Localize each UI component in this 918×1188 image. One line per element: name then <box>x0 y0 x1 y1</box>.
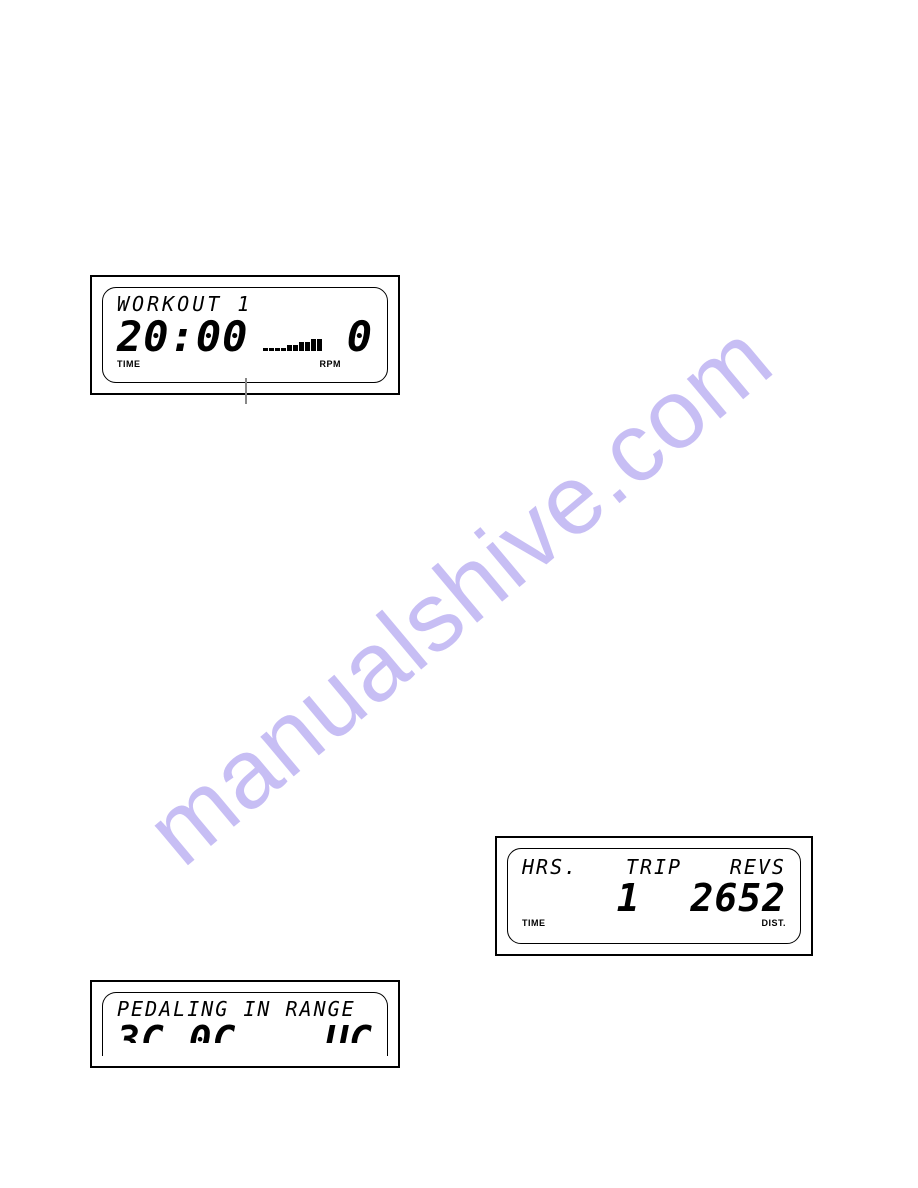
lcd-inner: PEDALING IN RANGE 3C.0C UC <box>102 992 388 1056</box>
trip-value: 1 <box>617 879 641 917</box>
partial-value-right: UC <box>325 1021 373 1043</box>
partial-value-left: 3C.0C <box>117 1021 236 1043</box>
lcd-top-text: PEDALING IN RANGE <box>117 999 373 1019</box>
hrs-label: HRS. <box>522 855 578 879</box>
workout-profile-bars <box>263 334 333 358</box>
lcd-main-row: 1 2652 <box>522 879 786 917</box>
rpm-value: 0 <box>347 316 373 358</box>
rpm-label: RPM <box>320 359 342 369</box>
lcd-inner: HRS. TRIP REVS 1 2652 TIME DIST. <box>507 848 801 944</box>
lcd-inner: WORKOUT 1 20:00 0 TIME <box>102 287 388 383</box>
lcd-top-text: WORKOUT 1 <box>117 294 373 314</box>
pointer-line <box>245 378 247 404</box>
time-label: TIME <box>522 918 546 928</box>
lcd-main-row: 20:00 0 <box>117 316 373 358</box>
lcd-display-pedaling: PEDALING IN RANGE 3C.0C UC <box>90 980 400 1068</box>
revs-value: 2652 <box>690 879 786 917</box>
lcd-display-odometer: HRS. TRIP REVS 1 2652 TIME DIST. <box>495 836 813 956</box>
lcd-display-workout: WORKOUT 1 20:00 0 TIME <box>90 275 400 395</box>
dist-label: DIST. <box>761 918 786 928</box>
time-value: 20:00 <box>117 316 248 358</box>
lcd-main-row: 3C.0C UC <box>117 1021 373 1043</box>
time-label: TIME <box>117 359 141 369</box>
